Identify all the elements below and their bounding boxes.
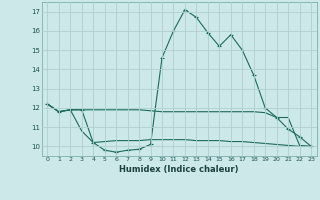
X-axis label: Humidex (Indice chaleur): Humidex (Indice chaleur): [119, 165, 239, 174]
